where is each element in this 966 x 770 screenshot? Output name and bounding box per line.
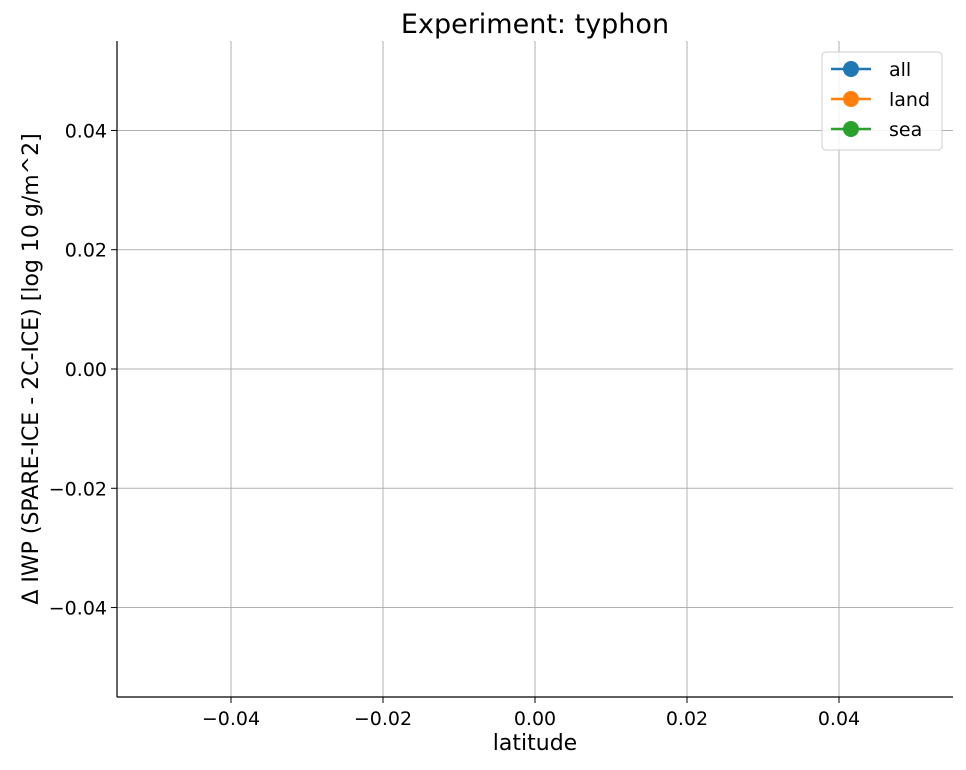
x-tick-label: −0.02 xyxy=(354,708,412,730)
x-tick-label: −0.04 xyxy=(202,708,260,730)
y-tick-label: −0.04 xyxy=(49,598,107,620)
legend-label-sea: sea xyxy=(889,119,922,141)
legend-label-land: land xyxy=(889,89,930,111)
grid xyxy=(117,41,953,697)
legend-marker-land xyxy=(843,91,859,107)
y-tick-label: 0.04 xyxy=(65,120,107,142)
x-axis-label: latitude xyxy=(493,731,577,756)
x-tick-label: 0.00 xyxy=(514,708,556,730)
y-tick-label: 0.00 xyxy=(65,359,107,381)
y-axis-label: Δ IWP (SPARE-ICE - 2C-ICE) [log 10 g/m^2… xyxy=(19,133,44,604)
x-tick-label: 0.04 xyxy=(818,708,860,730)
legend-marker-all xyxy=(843,61,859,77)
chart-title: Experiment: typhon xyxy=(401,9,669,40)
legend-label-all: all xyxy=(889,59,911,81)
legend-marker-sea xyxy=(843,121,859,137)
y-tick-label: 0.02 xyxy=(65,240,107,262)
x-tick-label: 0.02 xyxy=(666,708,708,730)
y-tick-label: −0.02 xyxy=(49,478,107,500)
ticks: −0.04 −0.02 0.00 0.02 0.04 −0.04 −0.02 0.00 0.02… xyxy=(49,120,860,730)
legend: all land sea xyxy=(821,51,943,151)
